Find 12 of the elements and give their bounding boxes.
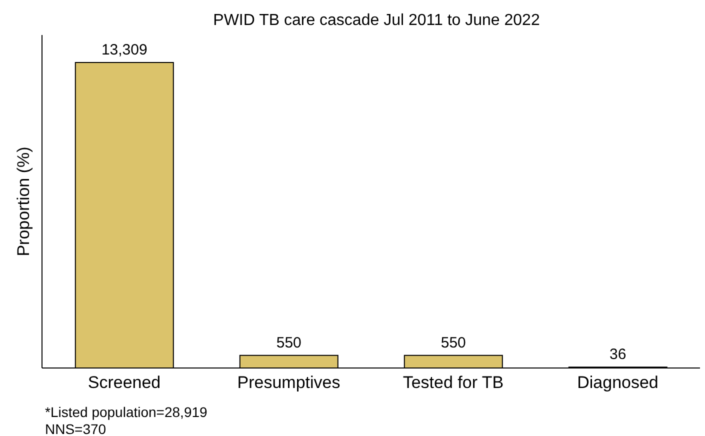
data-label: 13,309 xyxy=(101,41,148,58)
data-label: 550 xyxy=(276,334,302,352)
x-tick-label: Screened xyxy=(88,373,161,392)
data-label: 36 xyxy=(610,346,626,364)
x-tick-label: Diagnosed xyxy=(577,373,658,392)
text: NNS=370 xyxy=(45,421,106,436)
chart-title: PWID TB care cascade Jul 2011 to June 2022 xyxy=(212,12,541,30)
data-label: 550 xyxy=(440,334,466,352)
y-axis-title: Proportion (%) xyxy=(14,146,34,256)
text: *Listed population=28,919 xyxy=(45,404,208,420)
x-tick-label: Tested for TB xyxy=(402,373,504,392)
x-tick-label: Presumptives xyxy=(237,373,340,392)
